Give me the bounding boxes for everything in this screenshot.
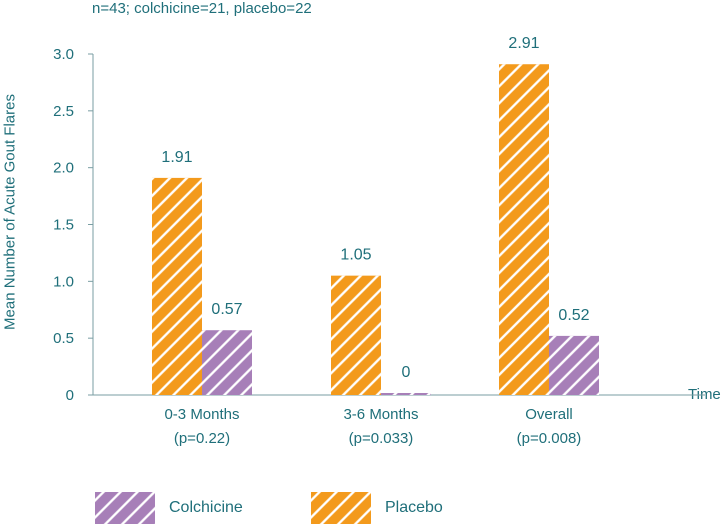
x-tick-label: 3-6 Months	[343, 406, 418, 423]
legend-item-placebo: Placebo	[311, 492, 443, 524]
x-tick-sublabel: (p=0.008)	[517, 430, 582, 447]
x-tick-sublabel: (p=0.033)	[349, 430, 414, 447]
bar-hatch-placebo-2	[499, 64, 549, 395]
y-tick-label: 0.5	[53, 330, 74, 347]
bar-hatch-colchicine-1	[381, 393, 431, 395]
data-label-placebo-0: 1.91	[161, 149, 192, 166]
bar-chart: 0 0.5 1.0 1.5 2.0 2.5 3.0 1.91 0.57 0-3 Months (p…	[53, 35, 705, 447]
x-tick-label: 0-3 Months	[164, 406, 239, 423]
data-label-colchicine-1: 0	[402, 364, 411, 381]
data-label-colchicine-2: 0.52	[558, 307, 589, 324]
y-tick-label: 0	[66, 387, 74, 404]
legend-label-placebo: Placebo	[385, 499, 443, 516]
legend-swatch-placebo	[311, 492, 371, 524]
legend-label-colchicine: Colchicine	[169, 499, 243, 516]
data-label-placebo-1: 1.05	[340, 247, 371, 264]
y-tick-label: 1.5	[53, 217, 74, 234]
data-label-colchicine-0: 0.57	[211, 301, 242, 318]
bar-hatch-colchicine-0	[202, 330, 252, 395]
x-tick-sublabel: (p=0.22)	[174, 430, 230, 447]
legend-swatch-colchicine	[95, 492, 155, 524]
y-tick-label: 2.0	[53, 160, 74, 177]
bar-hatch-placebo-0	[152, 177, 202, 395]
legend-item-colchicine: Colchicine	[95, 492, 243, 524]
bar-hatch-colchicine-2	[549, 335, 599, 395]
data-label-placebo-2: 2.91	[508, 35, 539, 52]
chart-subtitle: n=43; colchicine=21, placebo=22	[92, 0, 312, 17]
bar-hatch-placebo-1	[331, 275, 381, 395]
y-tick-label: 2.5	[53, 103, 74, 120]
y-tick-label: 3.0	[53, 46, 74, 63]
x-tick-label: Overall	[525, 406, 573, 423]
y-tick-label: 1.0	[53, 273, 74, 290]
